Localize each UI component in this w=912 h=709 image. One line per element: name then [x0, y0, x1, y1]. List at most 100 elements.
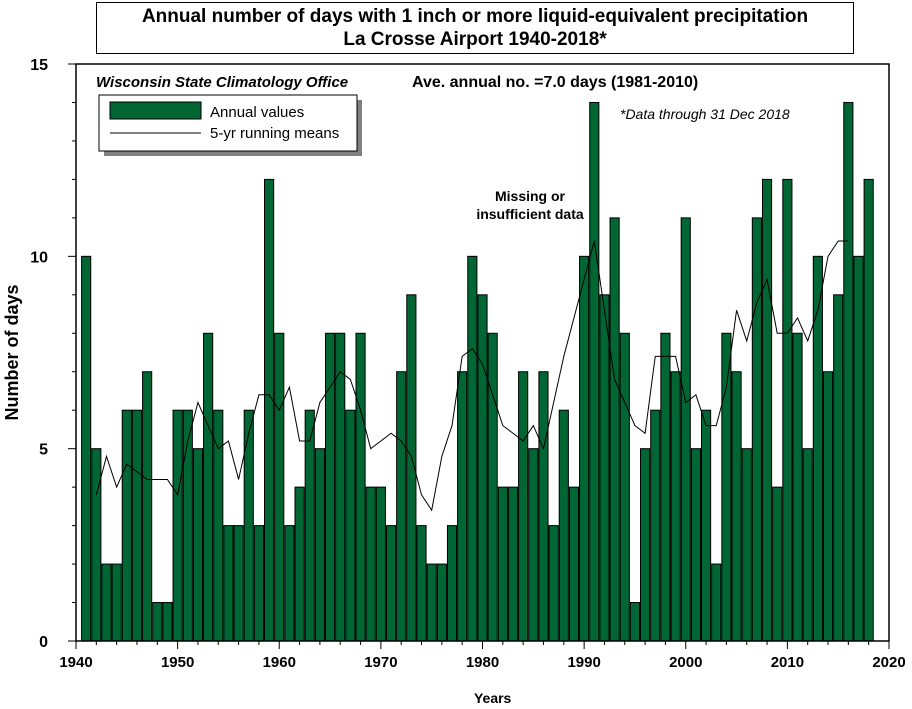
bar-1965 — [324, 332, 336, 642]
bar-2000 — [680, 217, 691, 642]
bar-1995 — [629, 602, 641, 642]
bar-1997 — [650, 409, 661, 642]
bar-1972 — [396, 371, 407, 642]
bar-2003 — [711, 563, 722, 642]
bar-1961 — [284, 525, 295, 642]
bar-1962 — [294, 486, 305, 642]
x-tick-label-2020: 2020 — [872, 654, 905, 671]
y-axis-label: Number of days — [2, 284, 22, 420]
bar-1945 — [121, 409, 132, 642]
chart-title-box: Annual number of days with 1 inch or mor… — [96, 2, 854, 54]
bar-1974 — [416, 525, 427, 642]
bar-2018 — [863, 178, 874, 642]
average-label: Ave. annual no. =7.0 days (1981-2010) — [412, 74, 698, 91]
bar-1996 — [640, 448, 651, 642]
bar-2002 — [700, 409, 712, 642]
missing-data-label-2: insufficient data — [476, 206, 584, 222]
x-axis-label: Years — [474, 690, 512, 706]
y-tick-label-10: 10 — [30, 249, 48, 266]
x-tick-label-1990: 1990 — [567, 654, 600, 671]
bar-1954 — [213, 409, 224, 642]
bar-1980 — [477, 294, 488, 642]
bar-1978 — [457, 371, 468, 642]
bar-1985 — [528, 448, 539, 642]
bar-1946 — [131, 409, 143, 642]
bar-1948 — [152, 602, 163, 642]
x-tick-label-2000: 2000 — [669, 654, 702, 671]
x-tick-label-1950: 1950 — [161, 654, 194, 671]
x-tick-label-1960: 1960 — [263, 654, 296, 671]
bar-1993 — [609, 217, 620, 642]
chart-subtitle: La Crosse Airport 1940-2018* — [343, 29, 607, 50]
footnote-label: *Data through 31 Dec 2018 — [620, 106, 790, 122]
bar-2001 — [690, 448, 701, 642]
bar-1998 — [660, 332, 671, 642]
bar-1960 — [274, 332, 285, 642]
y-tick-label-0: 0 — [39, 634, 48, 651]
bar-1991 — [589, 101, 600, 642]
bar-1976 — [436, 563, 447, 642]
legend-label-annual: Annual values — [210, 104, 304, 121]
x-tick-label-1970: 1970 — [364, 654, 397, 671]
bar-1953 — [203, 332, 214, 642]
bar-1983 — [507, 486, 519, 642]
y-tick-label-5: 5 — [39, 442, 48, 459]
bar-1988 — [558, 409, 569, 642]
bar-1957 — [243, 409, 254, 642]
bar-1964 — [314, 448, 325, 642]
bar-1971 — [385, 525, 397, 642]
bar-1963 — [304, 409, 315, 642]
bar-2017 — [853, 255, 864, 642]
bar-1977 — [446, 525, 458, 642]
bar-2016 — [843, 101, 854, 642]
bar-1970 — [375, 486, 386, 642]
running-mean-line — [95, 240, 849, 512]
bar-1999 — [670, 371, 681, 642]
bar-1975 — [426, 563, 437, 642]
bar-2005 — [731, 371, 742, 642]
bar-1979 — [467, 255, 478, 642]
bar-2007 — [751, 217, 762, 642]
bar-1969 — [365, 486, 376, 642]
bar-1968 — [355, 332, 366, 642]
bar-1966 — [335, 332, 346, 642]
bar-1943 — [101, 563, 112, 642]
bar-1987 — [548, 525, 559, 642]
bar-1994 — [619, 332, 630, 642]
x-tick-label-1980: 1980 — [466, 654, 499, 671]
legend-label-running-mean: 5-yr running means — [210, 125, 339, 142]
bar-1941 — [81, 255, 92, 642]
bar-1959 — [264, 178, 275, 642]
legend-bar-swatch — [109, 101, 202, 120]
bar-1942 — [91, 448, 102, 642]
bar-1982 — [497, 486, 508, 642]
bar-1981 — [487, 332, 498, 642]
bar-1952 — [192, 448, 204, 642]
bar-1950 — [172, 409, 183, 642]
bar-2009 — [772, 486, 783, 642]
bar-2006 — [741, 448, 752, 642]
source-label: Wisconsin State Climatology Office — [96, 74, 348, 91]
bar-2014 — [822, 371, 834, 642]
bar-1989 — [568, 486, 580, 642]
bar-1955 — [223, 525, 234, 642]
missing-data-label-1: Missing or — [495, 188, 566, 204]
bar-1944 — [111, 563, 122, 642]
bar-2008 — [761, 178, 773, 642]
bar-1951 — [182, 409, 193, 642]
bar-2011 — [792, 332, 803, 642]
bar-1958 — [253, 525, 264, 642]
bar-2004 — [721, 332, 732, 642]
bar-1990 — [579, 255, 590, 642]
bar-2012 — [802, 448, 813, 642]
bar-2013 — [812, 255, 823, 642]
bar-1949 — [162, 602, 173, 642]
y-tick-label-15: 15 — [30, 57, 48, 74]
bar-2015 — [833, 294, 844, 642]
bar-2010 — [782, 178, 793, 642]
bar-1956 — [233, 525, 244, 642]
chart-title: Annual number of days with 1 inch or mor… — [141, 6, 809, 27]
x-tick-label-2010: 2010 — [771, 654, 804, 671]
bar-1984 — [518, 371, 529, 642]
